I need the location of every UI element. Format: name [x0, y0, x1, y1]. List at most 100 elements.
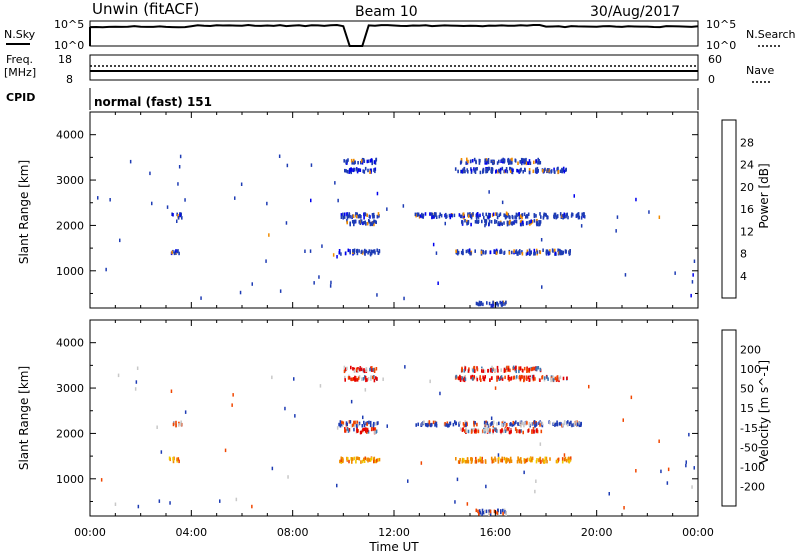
echo-mark: [374, 459, 376, 464]
echo-mark: [461, 221, 464, 225]
echo-mark: [419, 214, 422, 218]
echo-mark: [493, 161, 495, 165]
echo-mark: [487, 166, 490, 171]
echo-mark: [367, 251, 369, 255]
echo-mark: [509, 428, 511, 432]
echo-mark: [515, 375, 518, 379]
echo-mark: [445, 423, 448, 427]
echo-mark: [495, 368, 497, 373]
echo-mark: [635, 197, 637, 202]
echo-mark: [355, 367, 358, 371]
echo-mark: [369, 170, 371, 174]
echo-mark: [476, 167, 478, 171]
echo-mark: [536, 458, 538, 462]
echo-mark: [377, 251, 380, 255]
echo-mark: [487, 159, 489, 163]
echo-mark: [353, 219, 355, 224]
echo-mark: [342, 421, 345, 425]
echo-mark: [511, 170, 514, 175]
echo-mark: [500, 368, 502, 372]
echo-mark: [511, 167, 513, 171]
echo-mark: [485, 169, 487, 174]
echo-mark: [321, 244, 323, 248]
echo-mark: [501, 456, 503, 461]
power-ylabel: Slant Range [km]: [17, 160, 31, 264]
echo-mark: [569, 251, 571, 255]
echo-mark: [499, 167, 502, 172]
echo-mark: [488, 219, 491, 224]
echo-mark: [474, 167, 477, 171]
echo-mark: [517, 422, 519, 426]
echo-mark: [265, 259, 267, 263]
echo-mark: [510, 422, 512, 426]
echo-mark: [370, 222, 372, 226]
echo-mark: [558, 377, 560, 381]
echo-mark: [554, 376, 557, 381]
echo-mark: [510, 430, 512, 434]
echo-mark: [528, 367, 531, 372]
echo-mark: [336, 255, 338, 259]
echo-mark: [346, 422, 348, 427]
echo-mark: [349, 215, 351, 219]
echo-mark: [294, 414, 296, 418]
echo-mark: [366, 428, 369, 432]
echo-mark: [566, 376, 568, 380]
echo-mark: [340, 252, 342, 256]
echo-mark: [435, 212, 437, 217]
echo-mark: [526, 421, 528, 425]
echo-mark: [615, 229, 617, 233]
echo-mark: [515, 249, 518, 253]
echo-mark: [426, 423, 429, 428]
echo-mark: [334, 181, 336, 185]
echo-mark: [373, 160, 376, 164]
echo-mark: [460, 158, 463, 162]
echo-mark: [566, 212, 568, 217]
echo-mark: [374, 161, 377, 165]
echo-mark: [467, 214, 470, 218]
echo-mark: [471, 429, 473, 433]
echo-mark: [356, 212, 358, 216]
echo-mark: [548, 251, 551, 255]
echo-mark: [540, 238, 543, 242]
colorbar-tick-label: -200: [740, 480, 765, 493]
echo-mark: [550, 377, 553, 382]
echo-mark: [432, 242, 435, 247]
echo-mark: [501, 300, 504, 305]
echo-mark: [367, 377, 370, 381]
echo-mark: [341, 423, 344, 428]
echo-mark: [364, 252, 366, 256]
echo-mark: [479, 170, 482, 175]
echo-mark: [224, 448, 227, 453]
echo-mark: [482, 510, 485, 515]
echo-mark: [498, 159, 500, 164]
echo-mark: [501, 429, 503, 433]
echo-mark: [293, 377, 295, 381]
echo-mark: [523, 366, 526, 371]
beam-title: Beam 10: [355, 4, 418, 20]
echo-mark: [360, 460, 362, 464]
echo-mark: [373, 375, 375, 379]
echo-mark: [554, 251, 557, 256]
echo-mark: [364, 166, 367, 171]
echo-mark: [504, 422, 506, 427]
echo-mark: [525, 376, 528, 380]
y-tick-label: 1000: [56, 265, 84, 278]
echo-mark: [488, 512, 490, 516]
echo-mark: [376, 248, 378, 252]
echo-mark: [483, 215, 485, 220]
echo-mark: [499, 300, 501, 305]
echo-mark: [540, 459, 542, 464]
echo-mark: [427, 423, 430, 427]
echo-mark: [514, 215, 516, 219]
echo-mark: [532, 366, 534, 371]
echo-mark: [622, 418, 624, 422]
echo-mark: [285, 221, 288, 225]
echo-mark: [477, 429, 480, 434]
echo-mark: [478, 302, 480, 307]
echo-mark: [572, 423, 575, 427]
echo-mark: [507, 376, 510, 381]
echo-mark: [523, 460, 526, 464]
echo-mark: [545, 249, 548, 253]
echo-mark: [369, 168, 372, 172]
echo-mark: [523, 377, 526, 382]
